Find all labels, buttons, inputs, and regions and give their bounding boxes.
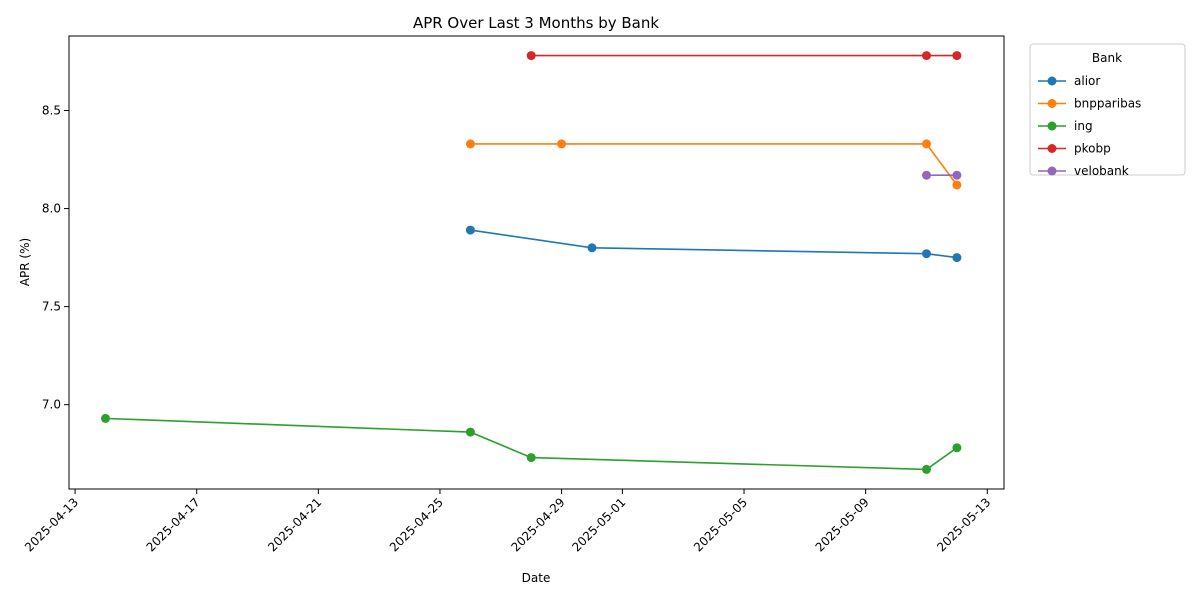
legend-label-velobank: velobank	[1074, 164, 1129, 178]
plot-series-layer	[105, 54, 958, 471]
y-axis-title: APR (%)	[18, 238, 32, 286]
data-point-alior	[922, 249, 931, 259]
data-point-ing	[952, 443, 962, 453]
x-tick-label: 2025-05-13	[934, 495, 993, 554]
legend-marker-alior	[1047, 76, 1057, 86]
data-point-pkobp	[922, 51, 931, 61]
data-point-velobank	[922, 170, 931, 180]
data-point-velobank	[952, 170, 962, 180]
data-point-ing	[465, 427, 475, 437]
data-point-alior	[587, 243, 597, 253]
legend-label-bnpparibas: bnpparibas	[1074, 97, 1141, 111]
x-tick-label: 2025-04-29	[508, 495, 567, 554]
data-point-pkobp	[952, 51, 962, 61]
plot-markers-layer	[101, 51, 962, 474]
data-point-bnpparibas	[952, 180, 962, 190]
y-axis: 7.0 7.5 8.0 8.5	[42, 104, 69, 412]
series-line-alior	[470, 229, 958, 259]
legend-label-pkobp: pkobp	[1074, 142, 1111, 156]
x-tick-label: 2025-04-17	[144, 495, 203, 554]
series-line-bnpparibas	[470, 143, 958, 186]
data-point-bnpparibas	[557, 139, 567, 149]
y-tick-label: 7.0	[42, 398, 61, 412]
legend-title: Bank	[1092, 51, 1122, 65]
plot-frame	[68, 35, 1005, 490]
legend-items: alior bnpparibas ing pkobp velobank	[1038, 74, 1141, 178]
y-tick-label: 8.0	[42, 202, 61, 216]
data-point-alior	[952, 253, 962, 263]
x-tick-label: 2025-04-21	[265, 495, 324, 554]
legend-marker-velobank	[1047, 166, 1057, 176]
legend-label-ing: ing	[1074, 119, 1093, 133]
y-tick-label: 7.5	[42, 300, 61, 314]
data-point-ing	[922, 464, 931, 474]
legend-label-alior: alior	[1074, 74, 1100, 88]
x-tick-label: 2025-05-01	[569, 495, 628, 554]
legend: Bank alior bnpparibas ing pkobp velobank	[1029, 43, 1186, 178]
legend-marker-bnpparibas	[1047, 99, 1057, 108]
x-tick-label: 2025-04-13	[22, 495, 81, 554]
data-point-bnpparibas	[922, 139, 931, 149]
data-point-alior	[465, 225, 475, 235]
x-axis-title: Date	[522, 571, 551, 585]
x-axis: 2025-04-13 2025-04-17 2025-04-21 2025-04-25…	[22, 489, 993, 554]
y-tick-label: 8.5	[42, 104, 61, 118]
data-point-bnpparibas	[465, 139, 475, 149]
legend-marker-ing	[1047, 121, 1057, 131]
x-tick-label: 2025-05-09	[813, 495, 872, 554]
legend-box	[1029, 43, 1186, 176]
data-point-ing	[526, 453, 536, 463]
x-tick-label: 2025-04-25	[387, 495, 446, 554]
data-point-ing	[101, 413, 110, 423]
chart-title: APR Over Last 3 Months by Bank	[413, 14, 659, 32]
data-point-pkobp	[526, 51, 536, 61]
legend-marker-pkobp	[1047, 144, 1057, 153]
x-tick-label: 2025-05-05	[691, 495, 750, 554]
